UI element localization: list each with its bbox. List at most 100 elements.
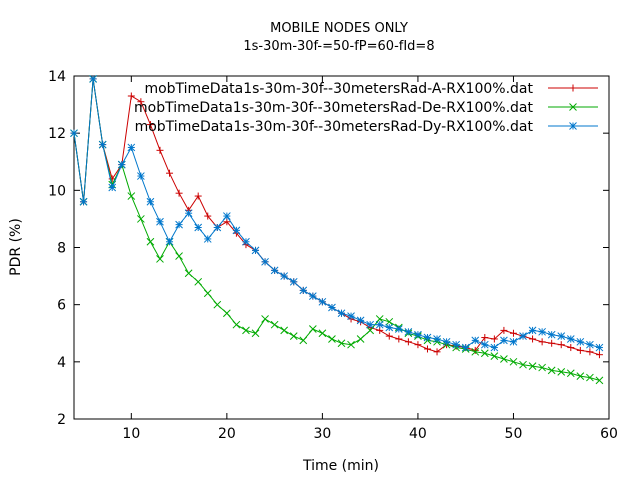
data-point: [471, 346, 479, 354]
data-point: [500, 326, 508, 334]
data-point: [213, 300, 222, 309]
data-point: [567, 344, 575, 352]
data-point: [166, 169, 174, 177]
data-point: [404, 327, 413, 336]
legend-entry-3: mobTimeData1s-30m-30f--30metersRad-Dy-RX…: [135, 119, 598, 135]
data-point: [251, 246, 260, 255]
data-point: [490, 352, 499, 360]
data-point: [557, 332, 566, 340]
data-point: [481, 334, 489, 342]
y-axis-label: PDR (%): [8, 218, 24, 276]
y-tick-label: 14: [48, 69, 66, 85]
data-point: [442, 337, 451, 346]
data-point: [490, 343, 499, 352]
series-3: [70, 75, 604, 352]
data-point: [547, 366, 556, 375]
data-point: [366, 326, 375, 335]
data-point: [538, 327, 546, 336]
x-tick-label: 20: [218, 426, 236, 442]
data-point: [519, 332, 527, 340]
data-point: [203, 235, 212, 243]
data-point: [394, 325, 403, 333]
y-tick-label: 12: [48, 126, 66, 142]
data-point: [89, 75, 97, 83]
legend-swatch-marker: [569, 84, 577, 92]
series-layer: [70, 75, 604, 385]
data-point: [204, 212, 212, 220]
data-point: [270, 266, 279, 275]
data-point: [127, 192, 136, 200]
data-point: [223, 212, 231, 220]
data-point: [308, 292, 317, 300]
chart-subtitle: 1s-30m-30f-=50-fP=60-fId=8: [243, 39, 434, 54]
data-point: [548, 339, 556, 347]
axis-tick-labels: 10 20 30 40 50 60 2 4 6 8 10 12 14: [48, 69, 618, 442]
data-point: [347, 312, 355, 320]
data-point: [423, 333, 432, 342]
data-point: [337, 339, 346, 348]
data-point: [547, 330, 556, 339]
data-point: [385, 332, 393, 340]
data-point: [595, 376, 604, 385]
data-point: [70, 129, 78, 138]
data-point: [242, 326, 250, 335]
data-point: [165, 237, 174, 246]
data-point: [184, 269, 193, 278]
data-point: [203, 289, 212, 298]
data-point: [414, 330, 422, 339]
legend-label: mobTimeData1s-30m-30f--30metersRad-A-RX1…: [144, 81, 533, 97]
data-point: [280, 326, 289, 335]
data-point: [156, 255, 164, 263]
data-point: [146, 197, 155, 206]
legend-label: mobTimeData1s-30m-30f--30metersRad-Dy-RX…: [135, 119, 534, 135]
data-point: [519, 360, 527, 369]
data-point: [586, 373, 594, 382]
data-point: [184, 209, 193, 218]
data-point: [385, 323, 394, 332]
data-point: [480, 340, 489, 349]
data-point: [586, 348, 594, 356]
data-point: [156, 146, 164, 154]
data-point: [395, 335, 403, 343]
x-axis-label: Time (min): [302, 458, 379, 474]
data-point: [471, 347, 480, 356]
data-point: [318, 297, 327, 306]
data-point: [509, 357, 518, 366]
data-point: [538, 338, 546, 346]
data-point: [566, 369, 575, 378]
data-point: [137, 215, 145, 223]
data-point: [509, 329, 517, 337]
data-point: [146, 237, 155, 246]
data-point: [356, 335, 365, 343]
data-point: [356, 316, 365, 325]
data-point: [213, 223, 222, 232]
data-point: [79, 197, 88, 206]
data-point: [529, 335, 537, 343]
data-point: [194, 192, 202, 200]
data-point: [117, 160, 126, 169]
data-point: [308, 325, 317, 333]
data-point: [270, 320, 279, 329]
data-point: [490, 335, 498, 343]
data-point: [232, 320, 241, 329]
data-point: [251, 329, 260, 338]
data-point: [347, 340, 355, 349]
data-point: [433, 348, 441, 356]
data-point: [146, 121, 154, 129]
data-point: [299, 336, 308, 345]
y-tick-label: 2: [57, 412, 66, 428]
legend-swatch-marker: [569, 103, 577, 111]
data-point: [337, 309, 346, 318]
data-point: [127, 143, 136, 152]
data-point: [557, 341, 565, 349]
data-point: [461, 343, 470, 352]
data-point: [261, 257, 269, 266]
legend-label: mobTimeData1s-30m-30f--30metersRad-De-RX…: [134, 100, 533, 116]
data-point: [500, 355, 508, 363]
data-point: [366, 320, 375, 329]
data-point: [414, 341, 422, 349]
data-point: [595, 343, 604, 352]
data-point: [289, 332, 298, 340]
data-point: [194, 277, 203, 286]
x-tick-label: 10: [122, 426, 140, 442]
